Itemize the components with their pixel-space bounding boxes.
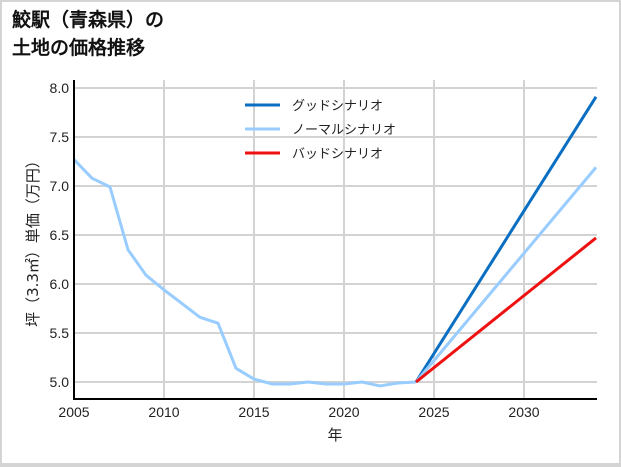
y-tick-label: 5.0	[50, 374, 70, 390]
good-scenario-line	[414, 96, 598, 383]
y-tick-labels: 5.0 5.5 6.0 6.5 7.0 7.5 8.0	[50, 80, 70, 390]
y-tick-label: 6.5	[50, 227, 70, 243]
title-line-1: 鮫駅（青森県）の	[12, 9, 165, 31]
bad-scenario-line	[415, 236, 597, 384]
chart-title: 鮫駅（青森県）の 土地の価格推移	[12, 6, 164, 62]
legend-label: ノーマルシナリオ	[292, 123, 396, 138]
legend-label: バッドシナリオ	[292, 147, 383, 162]
axes	[73, 80, 597, 400]
y-tick-label: 8.0	[50, 80, 70, 96]
history-line	[72, 158, 417, 388]
normal-scenario-line	[414, 166, 598, 383]
y-tick-label: 5.5	[50, 325, 70, 341]
x-tick-labels: 2005 2010 2015 2020 2025 2030	[58, 404, 539, 420]
y-tick-label: 6.0	[50, 276, 70, 292]
x-tick-label: 2015	[238, 404, 269, 420]
y-tick-label: 7.5	[50, 129, 70, 145]
x-tick-label: 2005	[58, 404, 89, 420]
x-axis-label: 年	[327, 426, 342, 444]
title-line-2: 土地の価格推移	[12, 37, 146, 59]
y-tick-label: 7.0	[50, 178, 70, 194]
y-axis-label: 坪（3.3㎡）単価（万円）	[24, 153, 42, 327]
x-tick-label: 2025	[418, 404, 449, 420]
x-tick-label: 2010	[148, 404, 179, 420]
x-tick-label: 2030	[508, 404, 539, 420]
data-series	[72, 96, 598, 388]
legend-label: グッドシナリオ	[292, 99, 383, 114]
x-tick-label: 2020	[328, 404, 359, 420]
